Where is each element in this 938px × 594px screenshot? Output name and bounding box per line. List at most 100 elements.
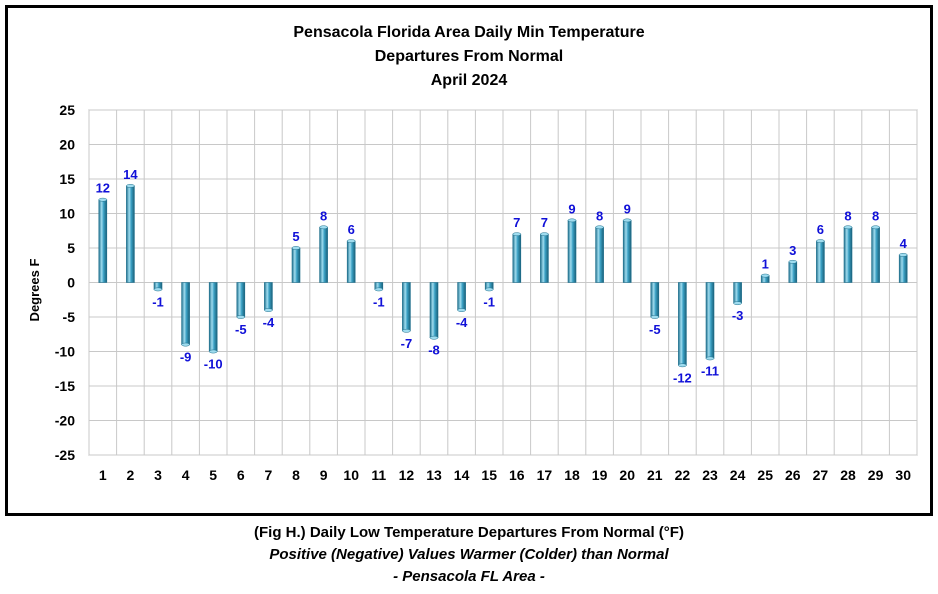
bar — [678, 282, 687, 366]
x-tick-label: 11 — [371, 467, 386, 483]
bar — [402, 282, 411, 332]
bar — [567, 220, 577, 283]
bar-cap — [678, 363, 687, 368]
y-tick-label: 5 — [67, 240, 75, 256]
y-tick-label: 15 — [59, 171, 75, 187]
bar — [346, 240, 356, 283]
data-label: 6 — [817, 222, 824, 237]
x-tick-label: 6 — [237, 467, 245, 483]
data-label: -5 — [649, 322, 661, 337]
bar-cap — [181, 342, 190, 347]
x-tick-label: 29 — [868, 467, 884, 483]
y-tick-label: 0 — [67, 275, 75, 291]
bar-cap — [705, 356, 715, 361]
data-label: -3 — [732, 308, 744, 323]
bar-cap — [429, 335, 439, 340]
bar-cap — [567, 218, 577, 223]
x-tick-label: 26 — [785, 467, 801, 483]
x-tick-label: 17 — [537, 467, 553, 483]
bar-cap — [816, 239, 825, 243]
grid-lines — [88, 109, 918, 456]
x-tick-label: 19 — [592, 467, 608, 483]
bar-cap — [512, 232, 522, 237]
bar — [98, 199, 108, 283]
bar-cap — [788, 259, 798, 264]
y-tick-label: -25 — [55, 447, 75, 463]
bars — [98, 184, 908, 368]
bar-cap — [236, 315, 246, 319]
x-tick-label: 9 — [320, 467, 328, 483]
data-label: -7 — [401, 336, 413, 351]
chart-frame: Pensacola Florida Area Daily Min Tempera… — [5, 5, 933, 516]
bar — [622, 220, 632, 283]
x-tick-label: 13 — [426, 467, 442, 483]
bar — [650, 282, 660, 318]
bar-cap — [843, 225, 853, 230]
x-axis-ticks: 1 2 3 4 5 6 7 8 9 10 11 12 13 14 15 16 17 18 19 20 21 22 23 24 2… — [99, 467, 911, 483]
bar-cap — [457, 308, 466, 312]
bar-cap — [898, 253, 908, 257]
data-label: -10 — [204, 357, 223, 372]
y-tick-label: -10 — [55, 344, 75, 360]
data-label: -5 — [235, 322, 247, 337]
x-tick-label: 14 — [454, 467, 470, 483]
x-tick-label: 25 — [757, 467, 773, 483]
x-tick-label: 1 — [99, 467, 107, 483]
bar — [236, 282, 246, 318]
bar — [843, 227, 853, 283]
data-label: -4 — [263, 315, 275, 330]
data-label: 3 — [789, 243, 796, 258]
y-tick-label: -15 — [55, 378, 75, 394]
bar-cap — [264, 308, 273, 312]
bar — [871, 227, 880, 283]
x-tick-label: 20 — [619, 467, 635, 483]
data-label: 1 — [762, 257, 769, 272]
bar — [540, 233, 549, 283]
bar — [705, 282, 715, 359]
bar-cap — [402, 328, 411, 333]
bar-cap — [153, 287, 163, 292]
data-label: 8 — [596, 208, 603, 223]
bar — [512, 233, 522, 283]
bar-cap — [871, 225, 880, 230]
bar-cap — [208, 349, 218, 354]
bar-cap — [291, 246, 301, 250]
x-tick-label: 22 — [675, 467, 691, 483]
x-tick-label: 10 — [343, 467, 359, 483]
x-tick-label: 30 — [895, 467, 911, 483]
bar — [429, 282, 439, 339]
bar — [816, 240, 825, 283]
bar — [788, 261, 798, 283]
bar-cap — [540, 232, 549, 237]
bar-cap — [595, 225, 604, 230]
bar — [291, 247, 301, 283]
data-label: 8 — [320, 208, 327, 223]
x-tick-label: 5 — [209, 467, 217, 483]
y-tick-label: -20 — [55, 413, 75, 429]
x-tick-label: 28 — [840, 467, 856, 483]
x-tick-label: 12 — [399, 467, 415, 483]
bar — [898, 254, 908, 283]
data-label: 5 — [292, 229, 299, 244]
data-label: 8 — [844, 208, 851, 223]
bar — [208, 282, 218, 352]
figure-caption: (Fig H.) Daily Low Temperature Departure… — [0, 522, 938, 588]
bar — [264, 282, 273, 311]
data-label: -8 — [428, 343, 440, 358]
bar-cap — [374, 287, 384, 292]
caption-line-3: - Pensacola FL Area - — [393, 568, 545, 585]
y-tick-label: -5 — [63, 309, 76, 325]
data-label: 6 — [348, 222, 355, 237]
chart-title-line-3: April 2024 — [431, 72, 508, 89]
data-label: -11 — [701, 363, 719, 378]
data-label: 9 — [624, 201, 631, 216]
data-label: 14 — [123, 167, 138, 182]
y-axis-ticks: 25 20 15 10 5 0 -5 -10 -15 -20 -25 — [55, 102, 75, 463]
bar — [126, 185, 135, 283]
caption-line-1: (Fig H.) Daily Low Temperature Departure… — [254, 524, 684, 541]
bar-cap — [346, 239, 356, 243]
bar-cap — [126, 184, 135, 188]
x-tick-label: 16 — [509, 467, 525, 483]
x-tick-label: 23 — [702, 467, 718, 483]
